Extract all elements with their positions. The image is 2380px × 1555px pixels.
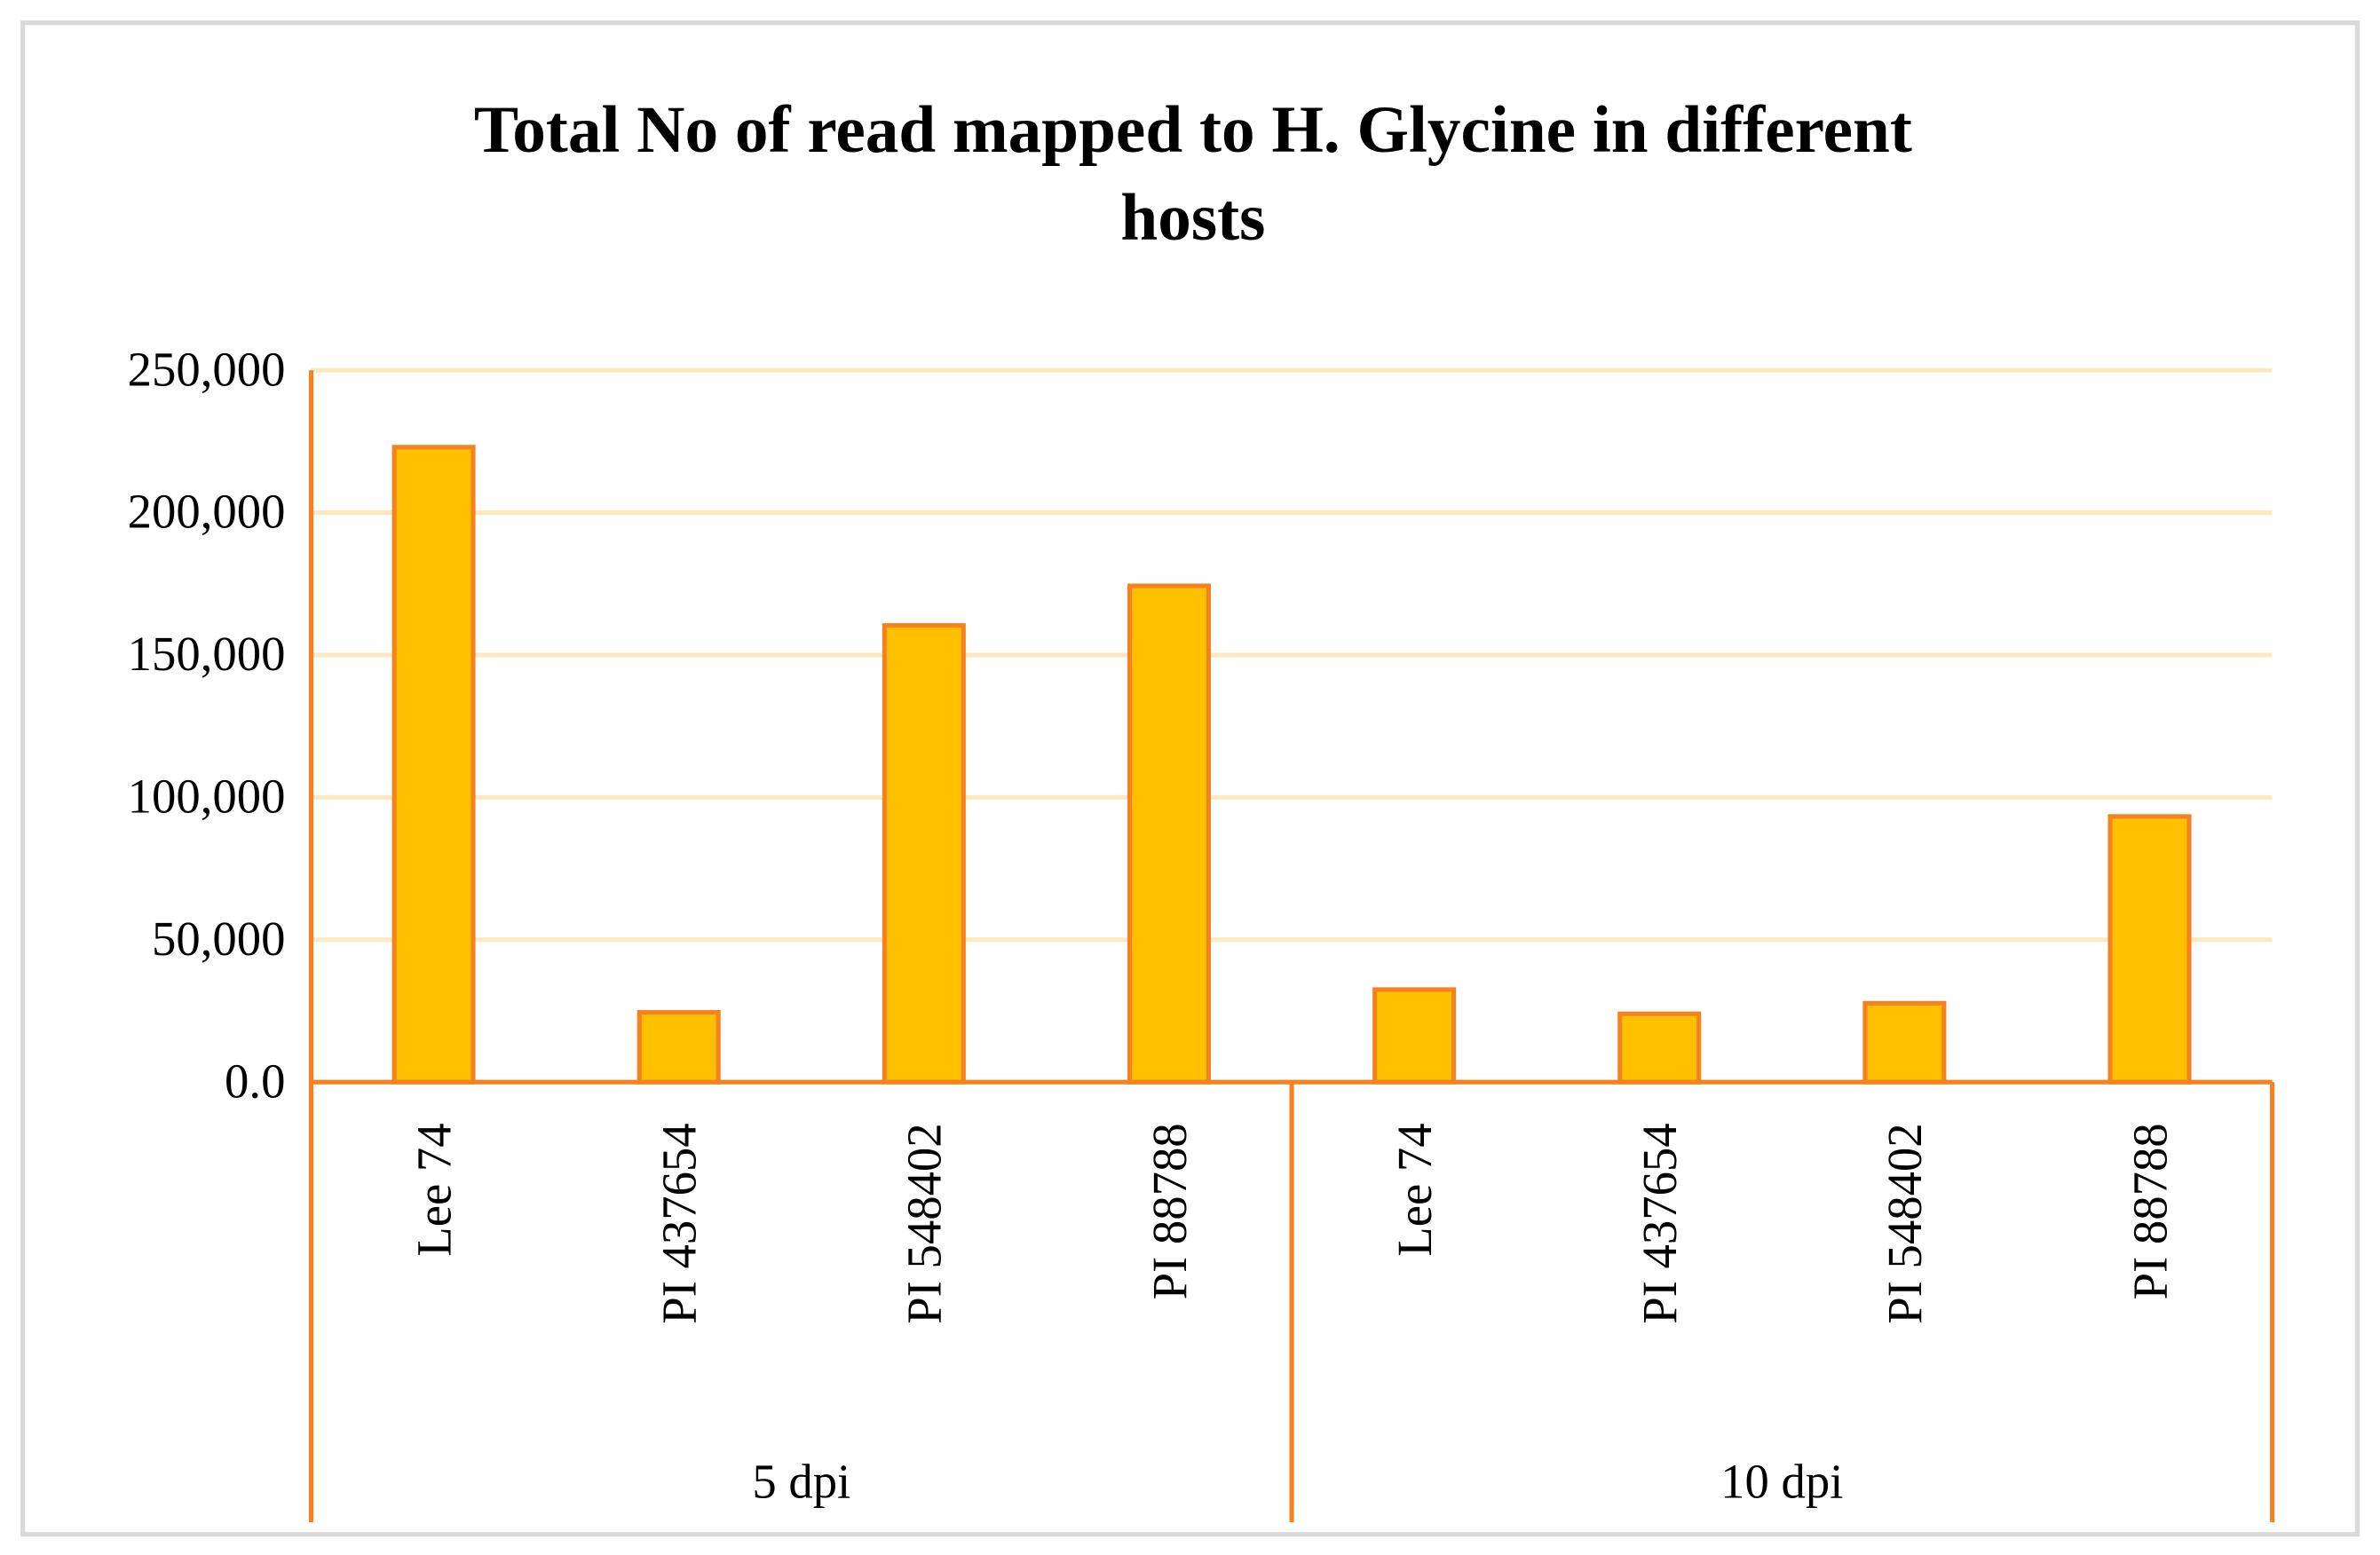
y-tick-label: 0.0 [225, 1054, 285, 1108]
y-tick-label: 150,000 [128, 627, 286, 681]
chart-title: Total No of read mapped to H. Glycine in… [474, 93, 1912, 255]
bar [1617, 1011, 1702, 1085]
y-tick-label: 50,000 [152, 912, 285, 966]
bar [2107, 814, 2192, 1085]
bar [1862, 1000, 1947, 1085]
bar [391, 445, 476, 1085]
x-tick-label: Lee 74 [1388, 1123, 1442, 1256]
group-label: 5 dpi [752, 1455, 850, 1509]
x-tick-label: PI 548402 [897, 1123, 952, 1323]
bar [882, 623, 966, 1085]
x-tick-label: PI 88788 [2123, 1123, 2177, 1299]
x-tick-label: Lee 74 [407, 1123, 461, 1256]
bar [1372, 987, 1457, 1085]
bar [1127, 583, 1212, 1085]
x-tick-label: PI 437654 [1633, 1123, 1687, 1323]
group-label: 10 dpi [1720, 1455, 1843, 1509]
bar [637, 1010, 721, 1085]
x-tick-label: PI 548402 [1878, 1123, 1932, 1323]
y-tick-label: 200,000 [128, 485, 286, 539]
x-tick-label: PI 437654 [652, 1123, 707, 1323]
y-tick-label: 250,000 [128, 342, 286, 396]
y-tick-label: 100,000 [128, 769, 286, 823]
x-tick-label: PI 88788 [1143, 1123, 1197, 1299]
